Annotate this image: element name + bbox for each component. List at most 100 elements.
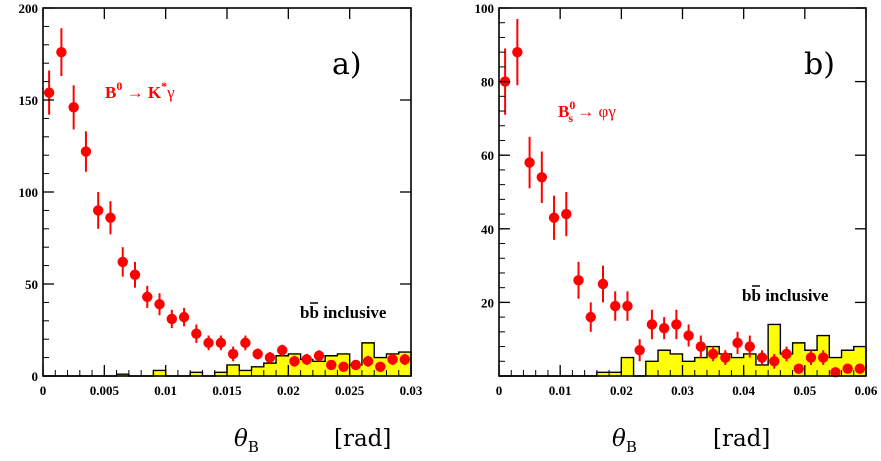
panel-b-ytick-labels: 20 40 60 80 100: [475, 1, 495, 310]
panel-b-ticks: [498, 7, 867, 377]
panel-a-xtick-labels: 0 0.005 0.01 0.015 0.02 0.025 0.03: [40, 383, 423, 398]
data-point: [56, 46, 67, 58]
xlabel-b-theta: θ: [612, 426, 626, 452]
data-point: [720, 352, 731, 363]
data-point: [830, 367, 841, 378]
y-tick-label: 100: [475, 1, 495, 16]
data-point: [634, 345, 645, 356]
data-point: [744, 341, 755, 352]
data-point: [154, 299, 165, 310]
decay-b-b: B: [558, 102, 569, 121]
hist-bin: [731, 357, 744, 376]
x-tick-label: 0.01: [154, 383, 177, 398]
svg-text:θB: θB: [234, 426, 259, 456]
y-tick-label: 60: [481, 148, 494, 163]
data-point: [166, 313, 177, 325]
hist-bin: [621, 357, 634, 376]
data-point: [129, 269, 141, 280]
x-tick-label: 0.02: [277, 383, 300, 398]
xlabel-b-unit: [rad]: [713, 426, 770, 452]
bkg-a-rest: inclusive: [319, 303, 387, 322]
data-point: [793, 363, 804, 374]
y-tick-label: 80: [481, 75, 494, 90]
decay-a-gamma: γ: [166, 83, 175, 102]
hist-bin: [349, 364, 362, 376]
panel-b-xtick-labels: 0 0.01 0.02 0.03 0.04 0.05 0.06: [496, 383, 878, 398]
hist-bin: [596, 372, 610, 376]
data-point: [203, 337, 214, 349]
hist-bin: [190, 372, 203, 376]
data-point: [80, 146, 92, 157]
hist-bin: [251, 366, 264, 376]
panel-a-decay-label: B0 → K*γ: [105, 79, 175, 102]
panel-a-points: [43, 28, 411, 372]
panel-b-decay-label: B0 s → φγ: [558, 98, 616, 125]
data-point: [326, 359, 337, 371]
x-tick-label: 0.01: [549, 383, 572, 398]
data-point: [215, 337, 227, 349]
data-point: [191, 328, 202, 339]
panel-b-label: b): [804, 47, 835, 82]
panel-b-bkg-label: bb inclusive: [742, 285, 829, 305]
panel-a: 0 0.005 0.01 0.015 0.02 0.025 0.03 0 50 100 150 20…: [19, 1, 423, 456]
data-point: [805, 352, 817, 363]
hist-bin: [276, 355, 289, 376]
data-point: [105, 212, 116, 223]
data-point: [313, 350, 325, 361]
hist-bin: [214, 372, 227, 376]
decay-b-b-sup: 0: [569, 98, 575, 112]
bkg-a-b2: b: [309, 303, 318, 322]
data-point: [375, 361, 386, 372]
data-point: [252, 348, 263, 360]
bkg-b-b1: b: [742, 286, 751, 305]
panel-b-xlabel: θB [rad]: [612, 426, 770, 456]
data-point: [610, 300, 621, 312]
x-tick-label: 0.03: [400, 383, 423, 398]
hist-bin: [780, 353, 793, 376]
data-point: [548, 212, 560, 223]
bkg-b-b2: b: [751, 286, 760, 305]
hist-bin: [239, 370, 252, 376]
x-tick-label: 0.03: [671, 383, 694, 398]
data-point: [573, 275, 584, 286]
y-tick-label: 40: [481, 222, 494, 237]
xlabel-a-unit: [rad]: [334, 426, 391, 452]
panel-a-label: a): [332, 47, 362, 82]
data-point: [301, 354, 312, 365]
y-tick-label: 20: [481, 295, 494, 310]
hist-bin: [153, 370, 166, 376]
panel-a-xlabel: θB [rad]: [234, 426, 391, 456]
data-point: [585, 311, 596, 323]
panel-a-ytick-labels: 0 50 100 150 200: [19, 1, 39, 384]
hist-bin: [645, 361, 659, 376]
panel-a-bkg-label: bb inclusive: [300, 302, 387, 322]
data-point: [622, 300, 633, 312]
xlabel-b-sub: B: [626, 438, 637, 456]
x-tick-label: 0.005: [90, 383, 120, 398]
y-tick-label: 0: [32, 369, 39, 384]
data-point: [289, 356, 300, 367]
data-point: [658, 322, 670, 334]
data-point: [781, 348, 792, 360]
decay-a-b-sup: 0: [116, 79, 122, 93]
data-point: [240, 337, 251, 349]
data-point: [561, 208, 572, 220]
panel-b: 0 0.01 0.02 0.03 0.04 0.05 0.06 20 40 60 80 100 b)…: [475, 1, 878, 456]
data-point: [524, 157, 535, 168]
decay-b-b-sub: s: [568, 111, 573, 125]
data-point: [338, 361, 349, 372]
data-point: [671, 319, 682, 330]
x-tick-label: 0.015: [212, 383, 242, 398]
x-tick-label: 0: [496, 383, 503, 398]
hist-bin: [227, 364, 240, 376]
panel-a-ticks: [42, 7, 412, 377]
data-point: [277, 345, 288, 356]
hist-bin: [694, 357, 707, 376]
data-point: [362, 356, 374, 367]
data-point: [769, 356, 780, 367]
data-point: [707, 348, 719, 360]
data-point: [732, 337, 743, 349]
data-point: [178, 311, 190, 323]
svg-text:θB: θB: [612, 426, 637, 456]
